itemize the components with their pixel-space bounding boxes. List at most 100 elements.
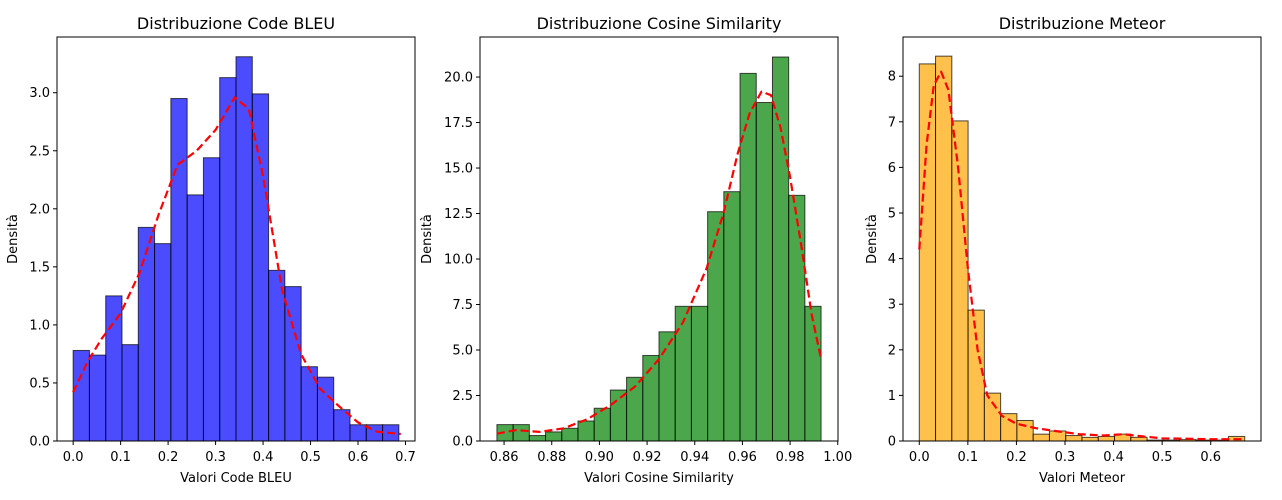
y-axis-label: Densità <box>420 214 435 264</box>
chart-title: Distribuzione Cosine Similarity <box>537 14 782 33</box>
histogram-bar <box>545 431 563 442</box>
histogram-bars <box>72 56 400 442</box>
y-tick-label: 17.5 <box>444 116 473 131</box>
chart-title: Distribuzione Meteor <box>999 14 1166 33</box>
histogram-bars <box>496 56 822 442</box>
y-axis-ticks: 0.0 0.5 1.0 1.5 2.0 2.5 3.0 <box>29 86 57 450</box>
histogram-bar <box>707 211 725 442</box>
y-tick-label: 1.0 <box>29 318 50 333</box>
x-tick-label: 0.92 <box>633 450 662 465</box>
x-tick-label: 0.0 <box>909 450 930 465</box>
x-axis-ticks: 0.0 0.1 0.2 0.3 0.4 0.5 0.6 <box>909 441 1221 465</box>
x-tick-label: 0.88 <box>537 450 566 465</box>
histogram-bar <box>170 98 188 442</box>
panel-code-bleu: Distribuzione Code BLEU 0.0 0.1 0.2 0.3 0.4 0… <box>6 14 416 486</box>
histogram-bar <box>804 305 822 442</box>
histogram-bar <box>105 295 123 442</box>
kde-line <box>918 70 1245 441</box>
y-axis-label: Densità <box>6 214 21 264</box>
plot-frame <box>56 36 416 442</box>
y-tick-label: 2.5 <box>29 144 50 159</box>
histogram-bar <box>918 63 937 442</box>
histogram-bar <box>1048 430 1067 442</box>
histogram-bar <box>88 354 107 442</box>
x-axis-label: Valori Code BLEU <box>180 471 292 486</box>
y-axis-ticks: 0.0 2.5 5.0 7.5 10.0 12.5 15.0 17.5 20.0 <box>444 71 480 450</box>
x-tick-label: 0.98 <box>776 450 805 465</box>
kde-line <box>72 96 401 436</box>
histogram-bar <box>755 102 773 442</box>
x-tick-label: 0.96 <box>728 450 757 465</box>
histogram-bars <box>918 55 1246 442</box>
panel-cosine-similarity: Distribuzione Cosine Similarity 0.86 0.88… <box>420 14 852 486</box>
plot-frame <box>902 36 1262 442</box>
histogram-bar <box>186 194 204 442</box>
histogram-bar <box>1130 436 1148 442</box>
y-tick-label: 12.5 <box>444 207 473 222</box>
histogram-bar <box>219 77 237 442</box>
histogram-bar <box>690 305 709 442</box>
y-tick-label: 5 <box>888 207 896 222</box>
histogram-bar <box>658 331 676 442</box>
y-tick-label: 10.0 <box>444 253 473 268</box>
x-axis-ticks: 0.0 0.1 0.2 0.3 0.4 0.5 0.6 0.7 <box>63 441 416 465</box>
histogram-bar <box>577 420 595 442</box>
kde-curve <box>918 70 1245 441</box>
y-tick-label: 0.0 <box>452 435 473 450</box>
y-tick-label: 2 <box>888 343 896 358</box>
y-tick-label: 1.5 <box>29 260 50 275</box>
histogram-bar <box>723 191 741 442</box>
histogram-bar <box>935 55 953 442</box>
histogram-bar <box>121 344 139 442</box>
chart-title: Distribuzione Code BLEU <box>137 14 335 33</box>
x-tick-label: 0.4 <box>253 450 274 465</box>
y-tick-label: 1 <box>888 389 896 404</box>
y-tick-label: 5.0 <box>452 344 473 359</box>
y-tick-label: 20.0 <box>444 71 473 86</box>
x-axis-ticks: 0.86 0.88 0.90 0.92 0.94 0.96 0.98 1.00 <box>490 441 852 465</box>
kde-curve <box>496 90 823 435</box>
histogram-bar <box>349 424 367 442</box>
y-tick-label: 2.5 <box>452 389 473 404</box>
x-tick-label: 0.3 <box>1055 450 1076 465</box>
kde-curve <box>72 96 401 436</box>
histogram-bar <box>609 389 628 442</box>
y-tick-label: 0.0 <box>29 435 50 450</box>
kde-line <box>496 90 823 435</box>
plot-frame <box>479 36 839 442</box>
histogram-bar <box>739 72 757 442</box>
x-tick-label: 0.1 <box>958 450 979 465</box>
histogram-bar <box>528 435 547 442</box>
y-tick-label: 6 <box>888 161 896 176</box>
histogram-bar <box>202 157 221 442</box>
y-tick-label: 3.0 <box>29 86 50 101</box>
histogram-bar <box>512 424 530 442</box>
histogram-bar <box>983 392 1002 442</box>
x-tick-label: 0.94 <box>680 450 709 465</box>
x-axis-label: Valori Cosine Similarity <box>584 471 734 486</box>
y-axis-label: Densità <box>865 214 880 264</box>
y-tick-label: 0.5 <box>29 376 50 391</box>
x-tick-label: 0.5 <box>300 450 321 465</box>
y-tick-label: 15.0 <box>444 162 473 177</box>
histogram-bar <box>951 120 969 442</box>
y-tick-label: 0 <box>888 435 896 450</box>
x-tick-label: 0.6 <box>348 450 369 465</box>
x-tick-label: 0.7 <box>395 450 416 465</box>
histogram-bar <box>1065 435 1083 442</box>
x-tick-label: 0.1 <box>110 450 131 465</box>
x-tick-label: 0.3 <box>205 450 226 465</box>
histogram-bar <box>137 226 156 442</box>
histogram-bar <box>1032 433 1050 442</box>
histogram-bar <box>771 56 790 442</box>
x-tick-label: 0.5 <box>1152 450 1173 465</box>
histogram-bar <box>561 427 579 442</box>
y-tick-label: 4 <box>888 252 896 267</box>
histogram-bar <box>1097 435 1116 442</box>
x-tick-label: 0.4 <box>1103 450 1124 465</box>
y-tick-label: 7 <box>888 115 896 130</box>
y-tick-label: 8 <box>888 70 896 85</box>
y-tick-label: 2.0 <box>29 202 50 217</box>
y-axis-ticks: 0 1 2 3 4 5 6 7 8 <box>888 70 903 450</box>
